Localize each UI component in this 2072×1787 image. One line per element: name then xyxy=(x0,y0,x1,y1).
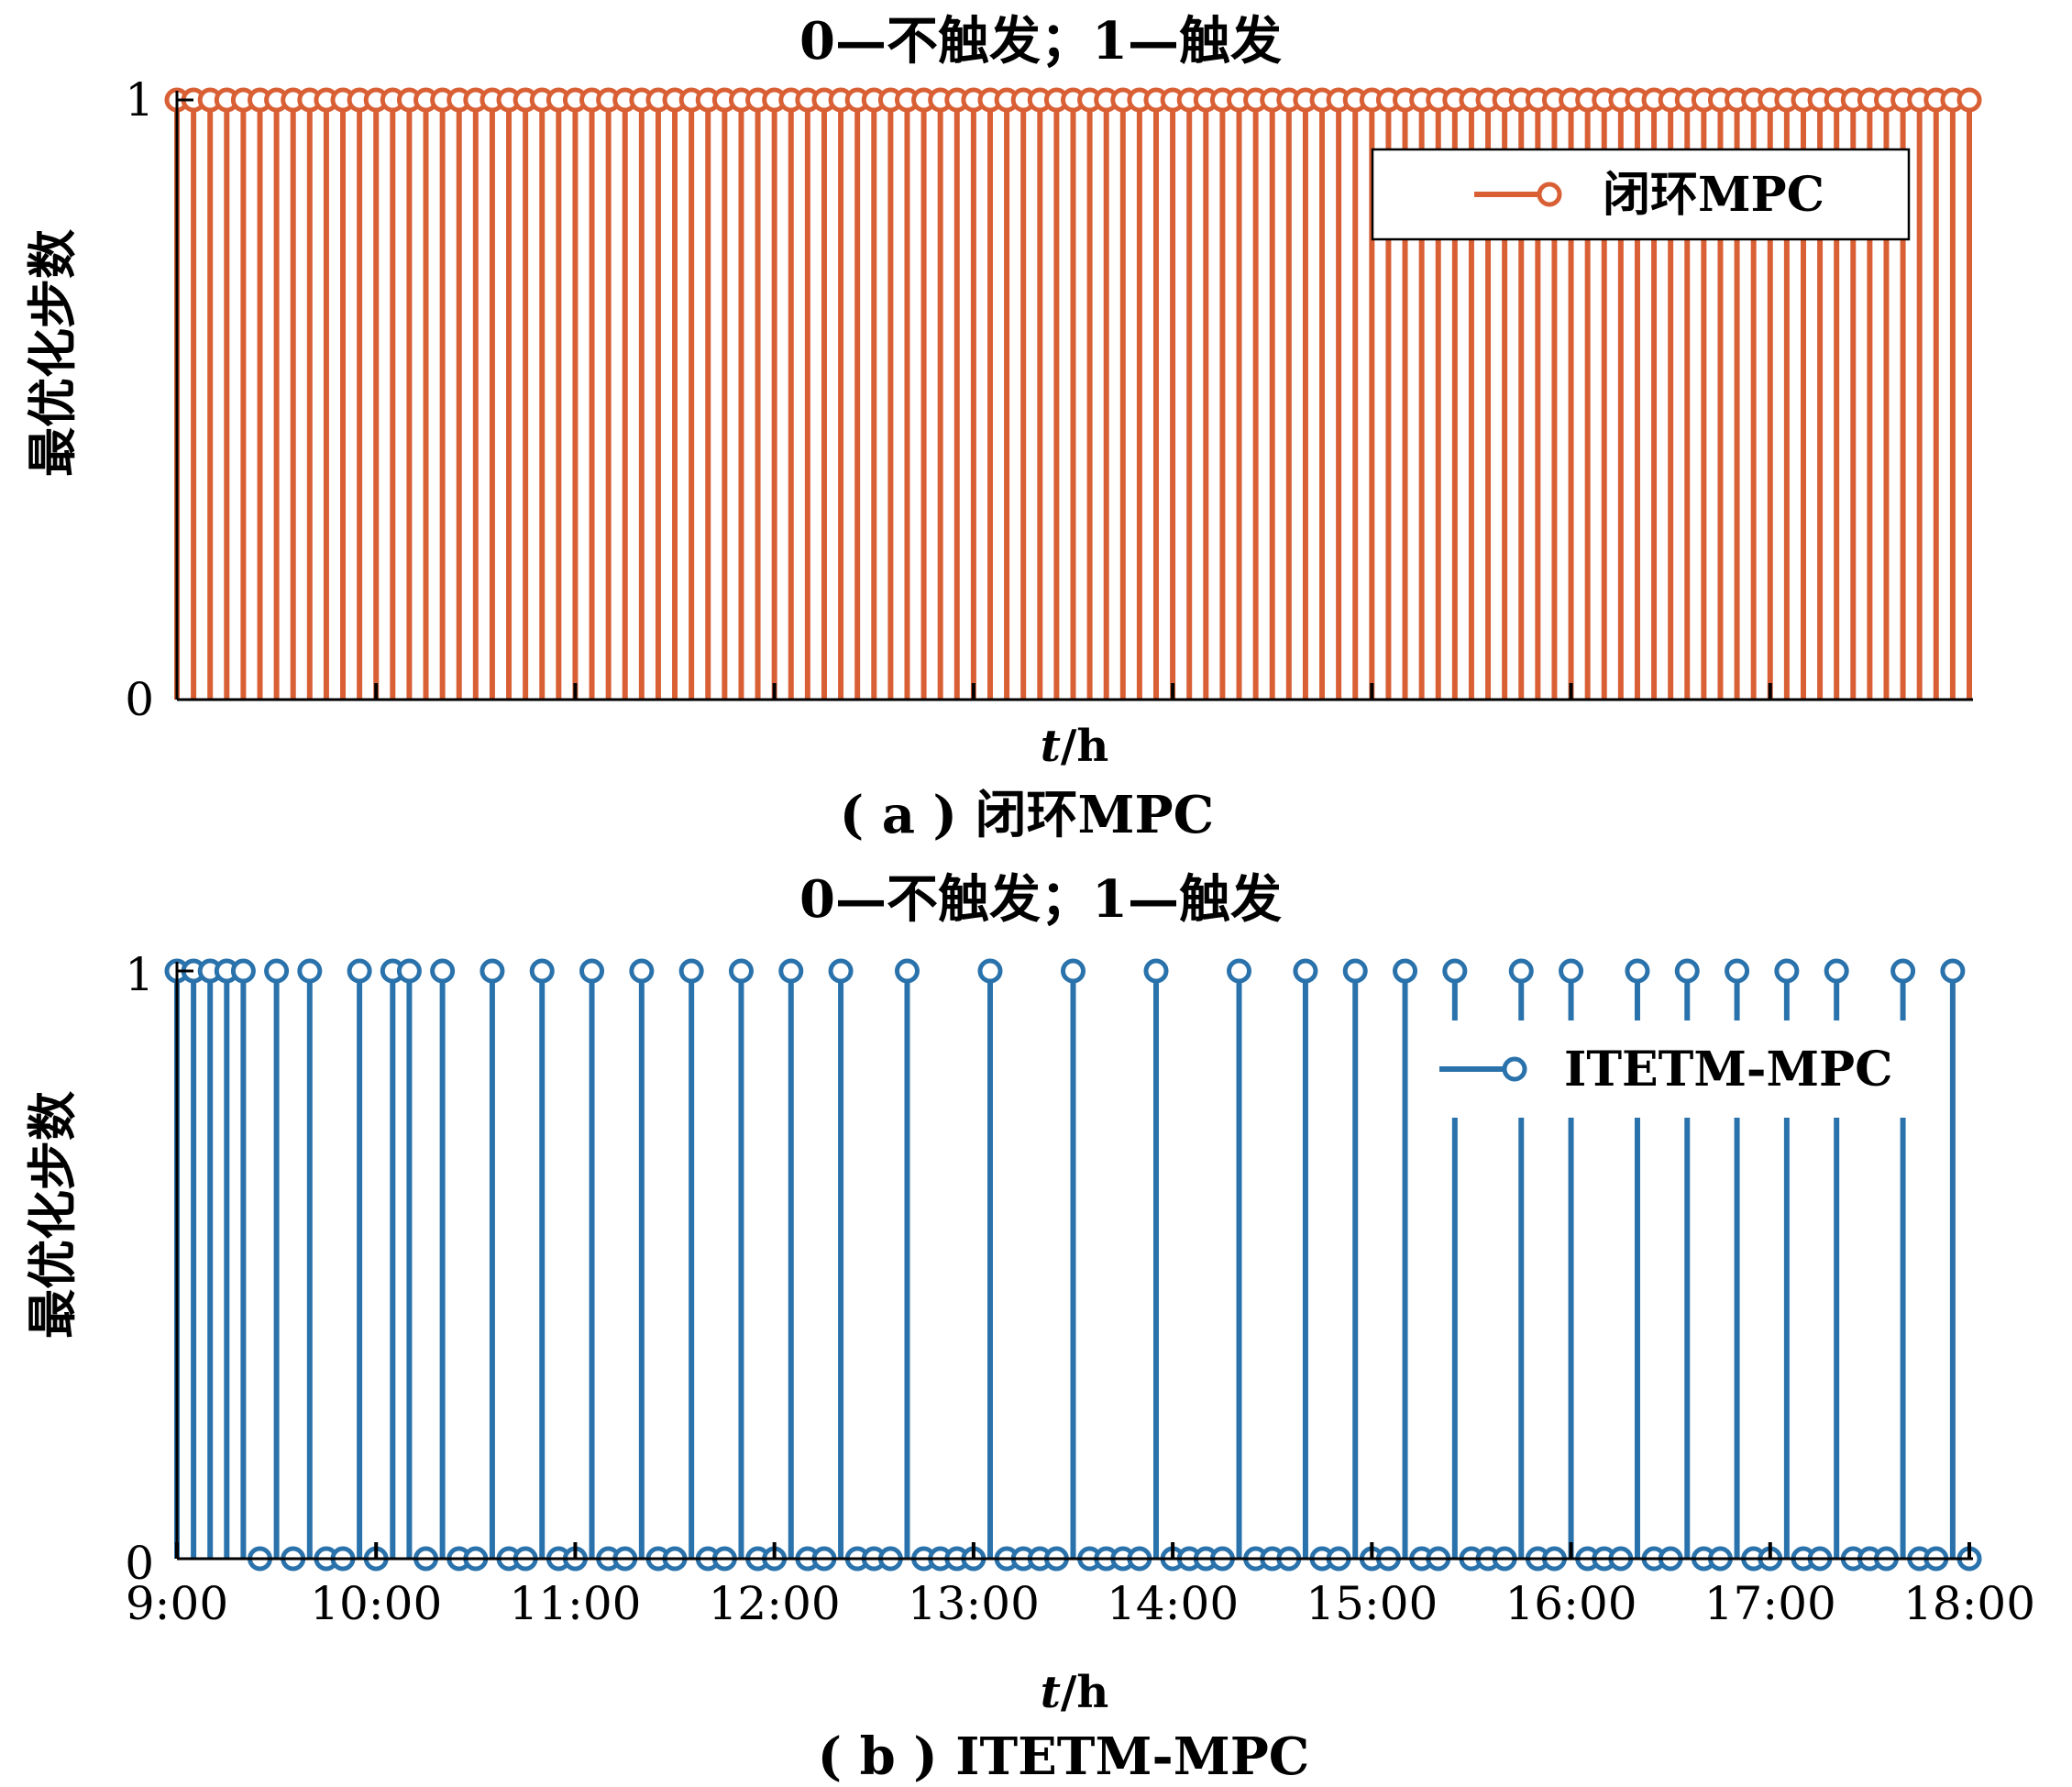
panel-a-xlabel-unit: /h xyxy=(1061,721,1108,772)
stem-marker xyxy=(1508,958,1534,984)
panel-a-legend-label: 闭环MPC xyxy=(1603,167,1824,223)
stem-marker xyxy=(1956,87,1982,113)
stem-marker xyxy=(828,958,854,984)
stem-marker xyxy=(1293,958,1318,984)
panel-b-axes xyxy=(175,962,1973,1561)
panel-b-ytick-1: 1 xyxy=(125,948,154,1001)
panel-a-ytick-1: 1 xyxy=(125,73,154,127)
panel-b-legend: ITETM-MPC xyxy=(1416,1020,1916,1118)
stem-marker xyxy=(1143,958,1169,984)
stem-marker xyxy=(1674,958,1700,984)
panel-b-ylabel: 最优化步数 xyxy=(23,1091,82,1339)
stem-marker xyxy=(728,958,754,984)
x-tick-label: 15:00 xyxy=(1306,1577,1438,1630)
panel-a-ylabel: 最优化步数 xyxy=(23,229,82,477)
x-tick-label: 13:00 xyxy=(908,1577,1040,1630)
stem-marker xyxy=(230,958,256,984)
stem-marker xyxy=(977,958,1003,984)
panel-a-ytick-0: 0 xyxy=(125,673,154,726)
stem-marker xyxy=(1442,958,1468,984)
x-tick-label: 17:00 xyxy=(1704,1577,1836,1630)
panel-b-caption: ( b ) ITETM-MPC xyxy=(818,1726,1310,1787)
panel-b-xlabel-unit: /h xyxy=(1061,1667,1108,1718)
panel-a-axes xyxy=(175,91,1973,701)
panel-a-xlabel: t/h xyxy=(1041,721,1109,772)
stem-marker xyxy=(678,958,704,984)
panel-b-legend-marker xyxy=(1502,1056,1527,1082)
panel-a-chart: 0—不触发；1—触发 1 0 最优化步数 t/h ( a ) 闭环MPC 闭环M… xyxy=(23,11,1982,845)
stem-marker xyxy=(579,958,605,984)
stem-marker xyxy=(1890,958,1916,984)
stem-marker xyxy=(1625,958,1650,984)
stem-marker xyxy=(430,958,456,984)
panel-a-title: 0—不触发；1—触发 xyxy=(799,11,1282,72)
stem-marker xyxy=(1227,958,1252,984)
stem-marker xyxy=(1342,958,1368,984)
stem-marker xyxy=(894,958,920,984)
stem-marker xyxy=(297,958,323,984)
panel-a-legend-marker xyxy=(1537,182,1562,207)
x-tick-label: 14:00 xyxy=(1107,1577,1239,1630)
x-tick-label: 10:00 xyxy=(310,1577,442,1630)
stem-marker xyxy=(1061,958,1086,984)
panel-a-legend-box xyxy=(1371,148,1911,241)
x-tick-label: 18:00 xyxy=(1903,1577,2035,1630)
stem-marker xyxy=(1824,958,1849,984)
panel-a-caption: ( a ) 闭环MPC xyxy=(840,785,1214,845)
stem-marker xyxy=(396,958,422,984)
panel-b-legend-label: ITETM-MPC xyxy=(1564,1042,1893,1098)
stem-marker xyxy=(1940,958,1966,984)
panel-b-xtick-labels: 9:00 10:00 11:00 12:00 13:00 14:00 15:00 16:00 1… xyxy=(126,1577,2035,1630)
stem-marker xyxy=(1559,958,1584,984)
stem-marker xyxy=(264,958,290,984)
x-tick-label: 16:00 xyxy=(1505,1577,1637,1630)
stem-marker xyxy=(1725,958,1750,984)
panel-b-chart: 0—不触发；1—触发 1 0 最优化步数 9:00 10:00 11:00 12:00… xyxy=(23,869,2035,1787)
stem-marker xyxy=(479,958,505,984)
x-tick-label: 11:00 xyxy=(509,1577,641,1630)
stem-marker xyxy=(1774,958,1800,984)
stem-marker xyxy=(1393,958,1418,984)
panel-a-xlabel-var: t xyxy=(1041,721,1061,772)
stem-marker xyxy=(529,958,555,984)
panel-a-legend: 闭环MPC xyxy=(1371,148,1911,241)
stem-marker xyxy=(347,958,372,984)
stem-marker xyxy=(629,958,655,984)
panel-b-title: 0—不触发；1—触发 xyxy=(799,869,1282,930)
panel-b-xlabel: t/h xyxy=(1041,1667,1109,1718)
x-tick-label: 9:00 xyxy=(126,1577,228,1630)
panel-b-ytick-0: 0 xyxy=(125,1537,154,1590)
stem-marker xyxy=(778,958,804,984)
panel-b-xlabel-var: t xyxy=(1041,1667,1061,1718)
x-tick-label: 12:00 xyxy=(709,1577,841,1630)
